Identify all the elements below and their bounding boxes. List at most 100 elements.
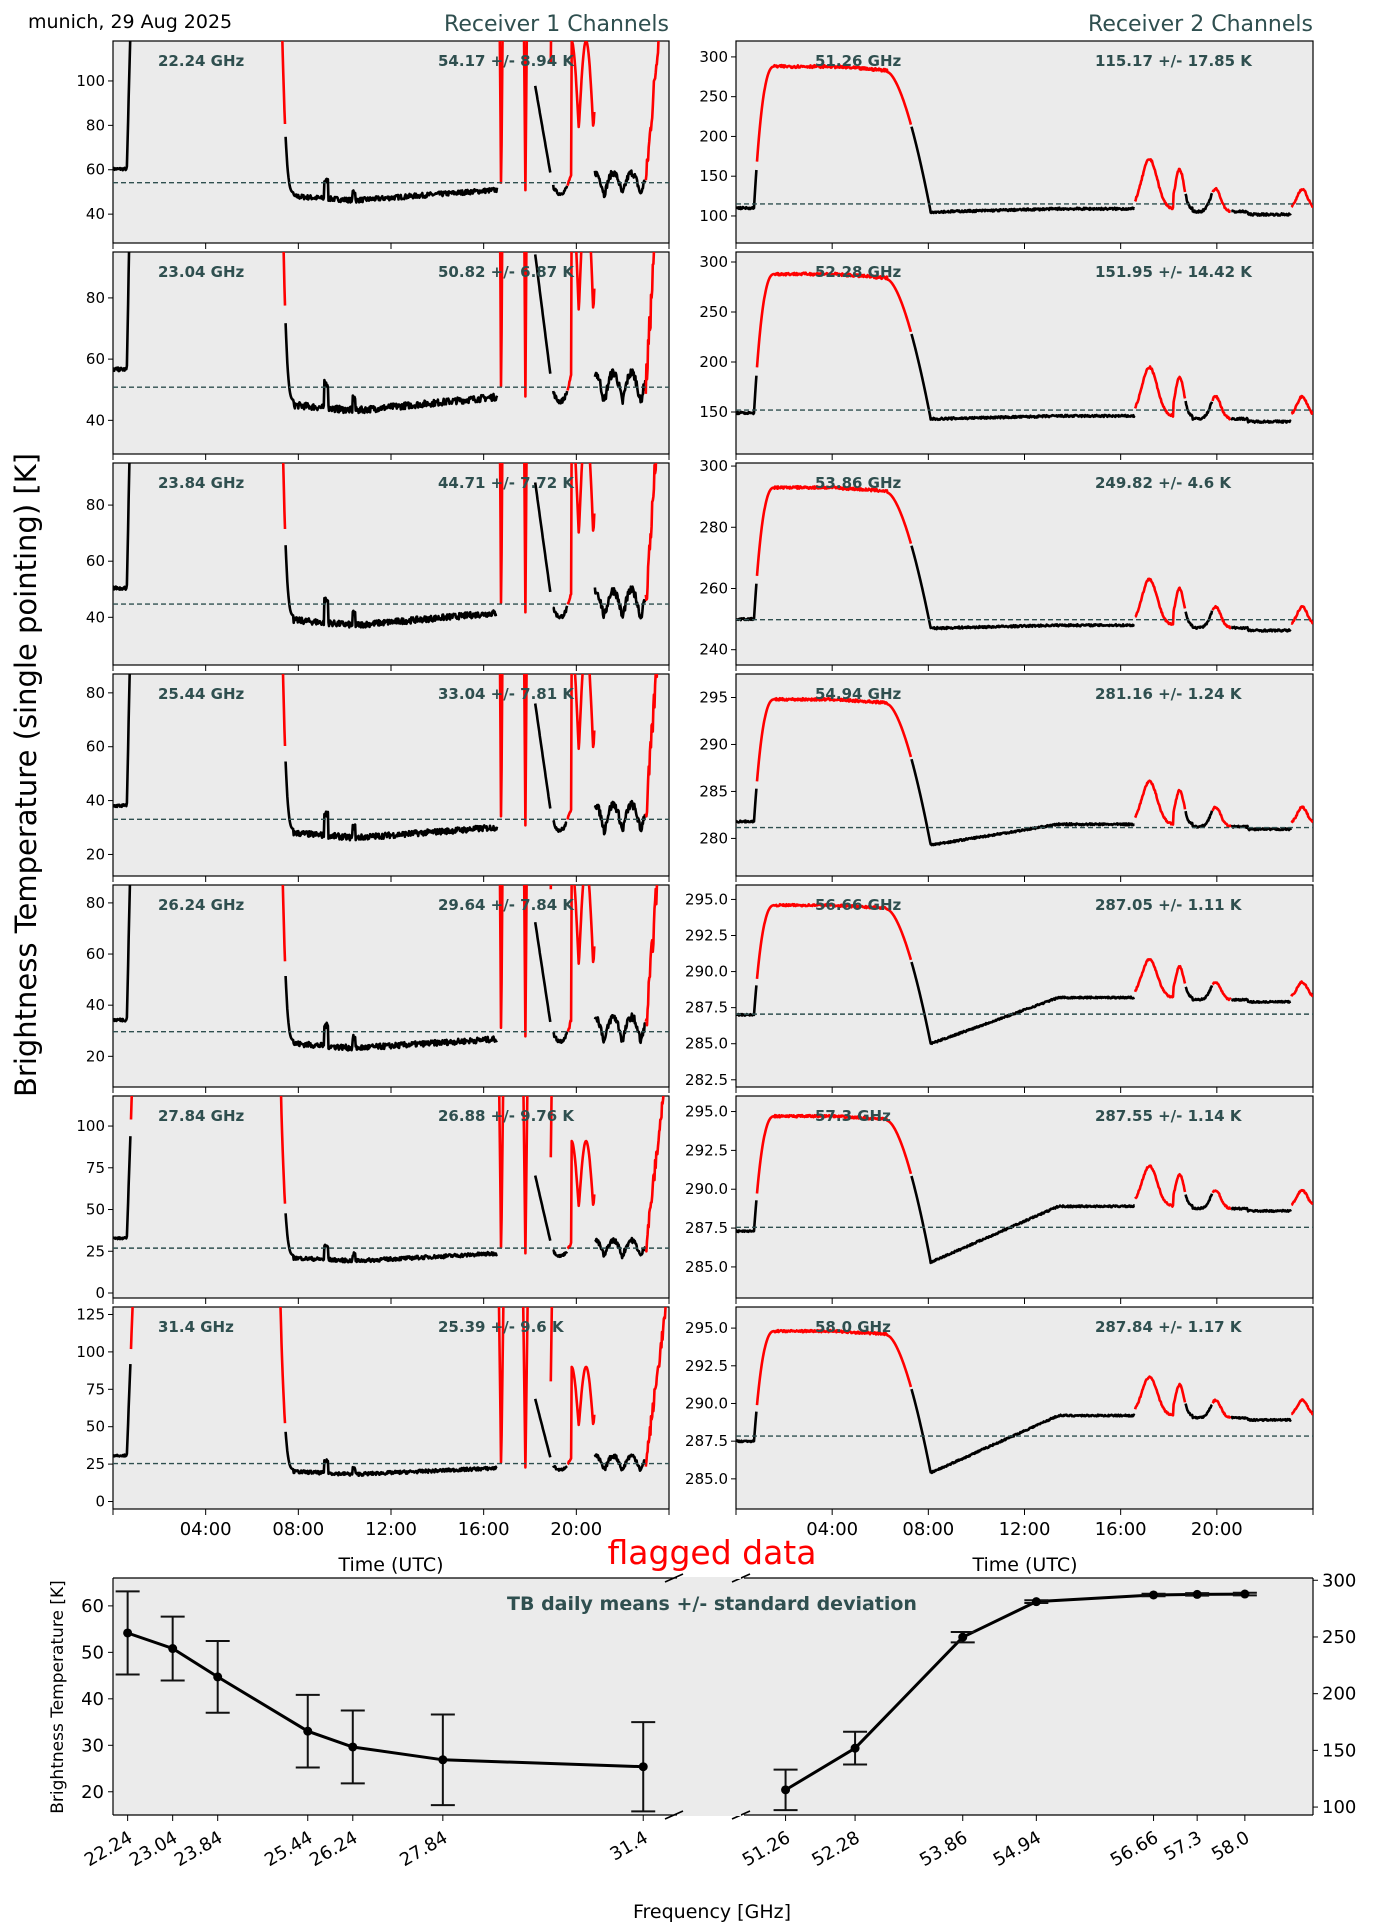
panel-25-44-ghz: 20 40 60 80 25.44 GHz 33.04 +/- 7.81 K: [86, 673, 670, 882]
panel-54-94-ghz: 280 285 290 295 54.94 GHz 281.16 +/- 1.24 K: [699, 673, 1314, 882]
y-tick-label: 200: [1322, 1684, 1356, 1705]
good-data-line: [552, 1031, 569, 1044]
y-tick-label: 80: [86, 684, 105, 702]
y-tick-label: 285.0: [685, 1470, 728, 1488]
good-data-line: [533, 85, 552, 173]
receiver1-panels: 40 60 80 100 22.24 GHz 54.17 +/- 8.94 K 40 60 80…: [76, 40, 670, 1540]
y-tick-label: 290.0: [685, 1180, 728, 1198]
flagged-data-line: [1133, 158, 1187, 211]
flagged-data-line: [566, 1139, 596, 1250]
good-data-line: [533, 482, 552, 593]
good-data-line: [1184, 984, 1214, 1002]
y-tick-label: 50: [86, 1418, 105, 1436]
flagged-data-line: [644, 885, 659, 1027]
frequency-label: 23.04 GHz: [158, 263, 245, 281]
y-tick-label: 60: [81, 1596, 104, 1617]
flagged-data-line: [1211, 186, 1232, 214]
flagged-data-line: [644, 1096, 665, 1253]
good-data-line: [910, 545, 1136, 631]
flagged-data-line: [1133, 779, 1187, 826]
y-tick-label: 280: [699, 518, 728, 536]
receiver1-x-axis-label: Time (UTC): [337, 1554, 443, 1576]
panel-26-24-ghz: 20 40 60 80 26.24 GHz 29.64 +/- 7.84 K: [86, 884, 670, 1093]
good-data-line: [113, 463, 131, 591]
flagged-data-line: [1290, 1398, 1313, 1416]
data-series: [736, 1328, 1313, 1475]
y-tick-label: 250: [699, 88, 728, 106]
data-series: [113, 41, 660, 204]
data-point: [213, 1672, 223, 1682]
good-data-line: [593, 169, 647, 199]
axis-gap-top: [680, 1577, 741, 1579]
frequency-label: 25.44 GHz: [158, 685, 245, 703]
good-data-line: [1230, 824, 1293, 832]
flagged-data-line: [1211, 805, 1232, 828]
flagged-data-line: [755, 1328, 913, 1406]
good-data-line: [1230, 1206, 1292, 1214]
y-tick-label: 75: [86, 1159, 105, 1177]
flagged-data-line: [1290, 1188, 1313, 1207]
data-point: [781, 1785, 791, 1795]
panel-27-84-ghz: 0 25 50 75 100 27.84 GHz 26.88 +/- 9.76 K: [76, 1095, 670, 1304]
y-tick-label: 290.0: [685, 1394, 728, 1412]
y-tick-label: 100: [76, 72, 105, 90]
frequency-label: 27.84 GHz: [158, 1107, 245, 1125]
y-tick-label: 280: [699, 829, 728, 847]
flagged-data-line: [566, 674, 596, 820]
data-series: [113, 885, 659, 1052]
good-data-line: [1184, 400, 1214, 421]
flagged-data-line: [1134, 577, 1187, 626]
y-tick-label: 100: [1322, 1797, 1356, 1818]
good-data-line: [736, 169, 758, 211]
x-tick-label: 57.3: [1160, 1827, 1205, 1865]
panel-22-24-ghz: 40 60 80 100 22.24 GHz 54.17 +/- 8.94 K: [76, 40, 670, 249]
flagged-data-line: [755, 902, 913, 980]
good-data-line: [1230, 416, 1292, 424]
y-tick-label: 100: [699, 207, 728, 225]
good-data-line: [533, 921, 552, 1023]
flagged-data-line: [644, 674, 659, 818]
panel-background: [735, 462, 1314, 666]
x-tick-label: 53.86: [916, 1827, 971, 1871]
good-data-line: [593, 799, 647, 836]
location-date-title: munich, 29 Aug 2025: [28, 11, 232, 33]
x-tick-label: 20:00: [1191, 1519, 1243, 1540]
mean-std-label: 151.95 +/- 14.42 K: [1095, 263, 1253, 281]
panel-background: [735, 251, 1314, 455]
mean-std-label: 25.39 +/- 9.6 K: [438, 1318, 565, 1336]
good-data-line: [113, 885, 132, 1023]
y-tick-label: 20: [86, 1047, 105, 1065]
x-tick-label: 04:00: [180, 1519, 232, 1540]
data-point: [123, 1628, 133, 1638]
mean-std-label: 287.55 +/- 1.14 K: [1095, 1107, 1243, 1125]
x-tick-label: 04:00: [806, 1519, 858, 1540]
flagged-data-line: [1290, 394, 1313, 415]
receiver2-panels: 100 150 200 250 300 51.26 GHz 115.17 +/- 17.85…: [685, 40, 1314, 1540]
y-tick-label: 150: [1322, 1740, 1356, 1761]
y-tick-label: 250: [1322, 1627, 1356, 1648]
panel-background: [112, 1095, 670, 1299]
y-tick-label: 40: [81, 1689, 104, 1710]
flagged-data-line: [755, 1113, 913, 1194]
panel-background: [112, 884, 670, 1088]
good-data-line: [284, 1431, 498, 1477]
x-tick-label: 08:00: [272, 1519, 324, 1540]
y-tick-label: 295: [699, 688, 728, 706]
y-tick-label: 300: [699, 457, 728, 475]
data-series: [113, 674, 659, 842]
panel-58-0-ghz: 285.0 287.5 290.0 292.5 295.0 58.0 GHz 287.84 …: [685, 1306, 1314, 1540]
flagged-data-line: [1133, 1375, 1187, 1417]
x-tick-label: 12:00: [365, 1519, 417, 1540]
mean-std-label: 26.88 +/- 9.76 K: [438, 1107, 575, 1125]
x-tick-label: 16:00: [1095, 1519, 1147, 1540]
y-tick-label: 292.5: [685, 927, 728, 945]
flagged-data-line: [755, 63, 913, 162]
flagged-data-line: [566, 885, 596, 1033]
data-point: [1031, 1597, 1041, 1607]
good-data-line: [284, 761, 499, 842]
y-tick-label: 20: [81, 1782, 104, 1803]
y-tick-label: 150: [699, 167, 728, 185]
good-data-line: [1184, 810, 1214, 829]
main-y-axis-label: Brightness Temperature (single pointing)…: [9, 453, 43, 1097]
